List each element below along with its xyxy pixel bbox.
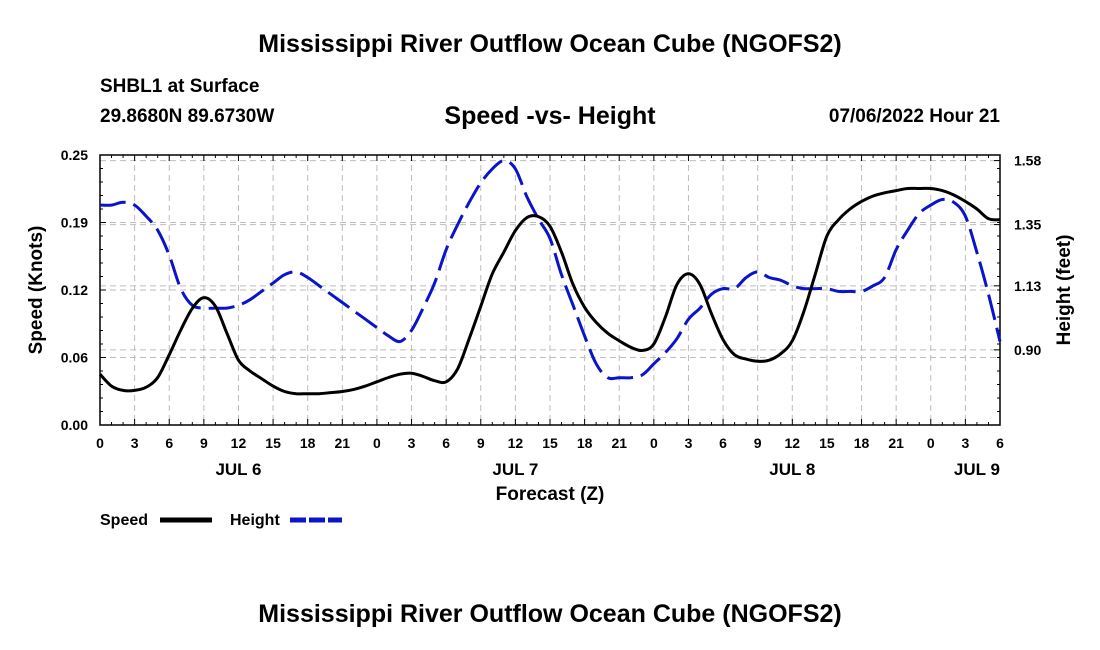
x-axis-label: Forecast (Z)	[496, 484, 605, 505]
series-layer	[98, 159, 1002, 396]
y2-tick-label: 1.13	[1014, 278, 1041, 294]
x-tick-label: 15	[819, 435, 835, 451]
x-tick-label: 21	[611, 435, 627, 451]
x-tick-label: 12	[785, 435, 801, 451]
x-tick-label: 0	[650, 435, 658, 451]
y2-tick-label: 1.58	[1014, 153, 1041, 169]
height-series-line	[99, 159, 1002, 381]
x-tick-label: 15	[265, 435, 281, 451]
y-tick-label: 0.25	[61, 147, 88, 163]
x-tick-label: 18	[577, 435, 593, 451]
x-tick-label: 3	[685, 435, 693, 451]
x-tick-label: 9	[754, 435, 762, 451]
x-tick-label: 3	[408, 435, 416, 451]
x-tick-label: 18	[300, 435, 316, 451]
x-tick-label: 0	[373, 435, 381, 451]
day-label: JUL 6	[215, 460, 261, 479]
x-tick-label: 6	[719, 435, 727, 451]
y-tick-label: 0.06	[61, 350, 88, 366]
legend-speed-label: Speed	[100, 512, 148, 529]
forecast-datetime: 07/06/2022 Hour 21	[828, 106, 1000, 127]
x-tick-label: 9	[477, 435, 485, 451]
legend: Speed Height	[100, 512, 342, 529]
y-axis-label: Speed (Knots)	[26, 226, 47, 355]
x-tick-label: 3	[131, 435, 139, 451]
y-tick-label: 0.12	[61, 282, 88, 298]
x-tick-label: 12	[508, 435, 524, 451]
speed-series-line	[98, 186, 1001, 396]
axis-ticks: 0 3 6 9 12 15 18 21 0 3 6 9 12 15 18 21 0 3 6 9 12 15 18 21 0 3 6 J…	[61, 147, 1042, 479]
x-tick-label: 21	[335, 435, 351, 451]
x-tick-label: 18	[854, 435, 870, 451]
legend-height-label: Height	[230, 512, 280, 529]
x-tick-label: 15	[542, 435, 558, 451]
day-label: JUL 7	[492, 460, 538, 479]
station-label: SHBL1 at Surface	[100, 76, 260, 97]
footer-title: Mississippi River Outflow Ocean Cube (NG…	[258, 600, 842, 628]
x-tick-label: 0	[96, 435, 104, 451]
day-label: JUL 8	[769, 460, 815, 479]
x-tick-label: 6	[165, 435, 173, 451]
main-title: Mississippi River Outflow Ocean Cube (NG…	[258, 30, 842, 58]
x-tick-label: 3	[961, 435, 969, 451]
speed-height-chart: 0 3 6 9 12 15 18 21 0 3 6 9 12 15 18 21 0 3 6 9 12 15 18 21 0 3 6 J…	[26, 147, 1075, 529]
x-tick-label: 6	[442, 435, 450, 451]
x-tick-label: 6	[996, 435, 1004, 451]
x-tick-label: 21	[888, 435, 904, 451]
x-tick-label: 12	[231, 435, 247, 451]
coordinates-label: 29.8680N 89.6730W	[100, 106, 275, 127]
x-tick-label: 9	[200, 435, 208, 451]
chart-subtitle: Speed -vs- Height	[444, 102, 656, 130]
x-tick-label: 0	[927, 435, 935, 451]
y-tick-label: 0.00	[61, 417, 88, 433]
y2-tick-label: 1.35	[1014, 217, 1041, 233]
y2-axis-label: Height (feet)	[1054, 235, 1075, 346]
day-label: JUL 9	[954, 460, 1000, 479]
y-tick-label: 0.19	[61, 215, 88, 231]
y2-tick-label: 0.90	[1014, 342, 1041, 358]
